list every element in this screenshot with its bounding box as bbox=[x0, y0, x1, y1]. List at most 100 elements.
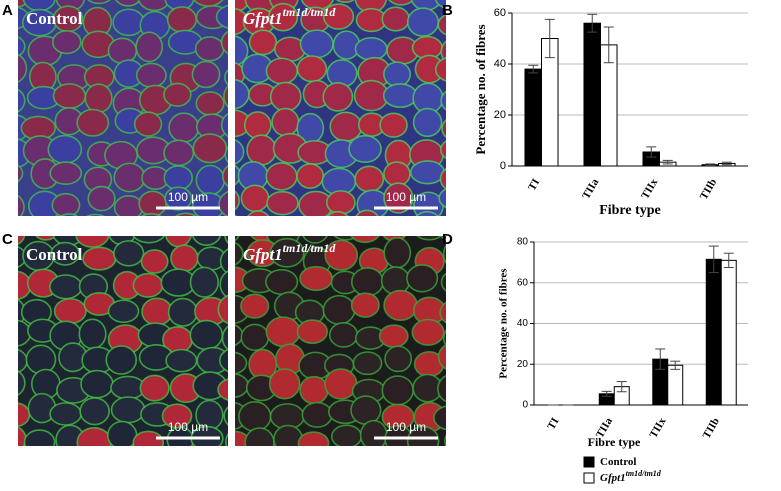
cell bbox=[355, 209, 379, 216]
cell bbox=[76, 426, 112, 446]
cell bbox=[51, 192, 81, 216]
cell bbox=[441, 119, 446, 139]
cell bbox=[18, 164, 24, 183]
error-bar bbox=[601, 390, 612, 397]
cell bbox=[335, 0, 355, 4]
cell bbox=[135, 62, 167, 88]
cell bbox=[47, 134, 83, 165]
panel-label: A bbox=[2, 2, 13, 19]
micrograph bbox=[18, 0, 228, 216]
cell bbox=[416, 236, 443, 241]
cell bbox=[359, 419, 388, 446]
cell bbox=[218, 348, 228, 373]
y-tick-label: 0 bbox=[522, 400, 528, 411]
cell bbox=[53, 297, 87, 325]
cell bbox=[438, 188, 446, 209]
cell bbox=[18, 194, 25, 216]
cell bbox=[164, 236, 192, 248]
cell bbox=[189, 266, 219, 298]
bar bbox=[667, 364, 684, 406]
cell bbox=[174, 212, 197, 216]
cell bbox=[218, 190, 228, 216]
cell bbox=[243, 111, 272, 140]
cell bbox=[247, 210, 270, 216]
cell bbox=[194, 36, 225, 62]
legend-swatch bbox=[583, 472, 595, 484]
cell bbox=[415, 210, 439, 216]
cell bbox=[437, 375, 446, 403]
cell bbox=[322, 81, 354, 112]
cell bbox=[82, 246, 117, 271]
micrograph bbox=[235, 236, 446, 446]
cell bbox=[383, 161, 411, 187]
cell bbox=[225, 433, 228, 446]
panel-label: D bbox=[442, 231, 453, 248]
cell bbox=[388, 0, 415, 6]
cell bbox=[35, 236, 57, 241]
x-tick-label: TIIb bbox=[698, 177, 719, 202]
cell bbox=[350, 292, 380, 318]
cell bbox=[18, 88, 26, 113]
cell bbox=[75, 236, 110, 248]
cell bbox=[324, 239, 359, 271]
cell bbox=[439, 236, 446, 241]
cell bbox=[141, 297, 173, 326]
cell bbox=[271, 107, 300, 137]
error-bar bbox=[670, 360, 681, 370]
cell bbox=[439, 301, 446, 324]
cell bbox=[328, 322, 359, 348]
cell bbox=[327, 210, 349, 216]
cell bbox=[132, 272, 164, 298]
cell bbox=[381, 375, 414, 406]
cell bbox=[220, 30, 228, 55]
micrograph bbox=[235, 0, 446, 216]
scale-bar-label: 100 µm bbox=[386, 190, 426, 204]
cell bbox=[224, 236, 228, 244]
cell bbox=[296, 319, 329, 344]
cell bbox=[322, 294, 356, 325]
cell bbox=[265, 316, 301, 348]
cell bbox=[215, 4, 228, 29]
legend-label: Control bbox=[600, 456, 636, 468]
cell bbox=[191, 236, 222, 246]
y-tick-label: 80 bbox=[517, 237, 529, 248]
cell bbox=[217, 378, 228, 401]
cell bbox=[296, 55, 328, 83]
cell bbox=[406, 425, 440, 446]
cell bbox=[84, 83, 113, 114]
cell bbox=[50, 241, 80, 266]
image-label-text: Gfpt1 bbox=[243, 245, 283, 264]
cell bbox=[164, 186, 193, 211]
cell bbox=[235, 190, 241, 211]
cell bbox=[235, 241, 244, 266]
cell bbox=[354, 36, 388, 61]
cell bbox=[302, 236, 328, 244]
cell bbox=[350, 395, 382, 426]
cell bbox=[235, 236, 240, 242]
cell bbox=[299, 265, 334, 292]
cell bbox=[49, 274, 83, 300]
cell bbox=[437, 13, 446, 36]
cell bbox=[87, 185, 116, 212]
bar bbox=[583, 22, 601, 167]
y-tick-label: 20 bbox=[517, 359, 529, 370]
cell bbox=[269, 237, 305, 268]
cell bbox=[333, 236, 359, 241]
image-label-text: Gfpt1 bbox=[243, 9, 283, 28]
cell bbox=[383, 182, 414, 214]
image-label: Gfpt1tm1d/tm1d bbox=[243, 5, 336, 28]
scale-bar-label: 100 µm bbox=[386, 420, 426, 434]
cell bbox=[235, 35, 249, 67]
cell bbox=[217, 294, 228, 325]
cell bbox=[78, 318, 107, 350]
legend-swatch bbox=[583, 456, 595, 468]
cell bbox=[18, 348, 28, 374]
cell bbox=[163, 165, 194, 191]
cell bbox=[265, 162, 298, 191]
cell bbox=[411, 318, 445, 346]
bar bbox=[524, 68, 542, 167]
cell bbox=[439, 167, 446, 190]
cell bbox=[354, 165, 385, 193]
image-label: Control bbox=[26, 9, 83, 28]
cell bbox=[406, 7, 440, 37]
